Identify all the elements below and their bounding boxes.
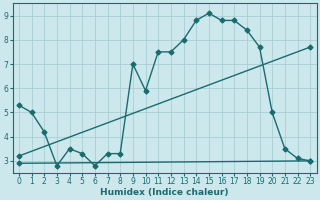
X-axis label: Humidex (Indice chaleur): Humidex (Indice chaleur) xyxy=(100,188,229,197)
